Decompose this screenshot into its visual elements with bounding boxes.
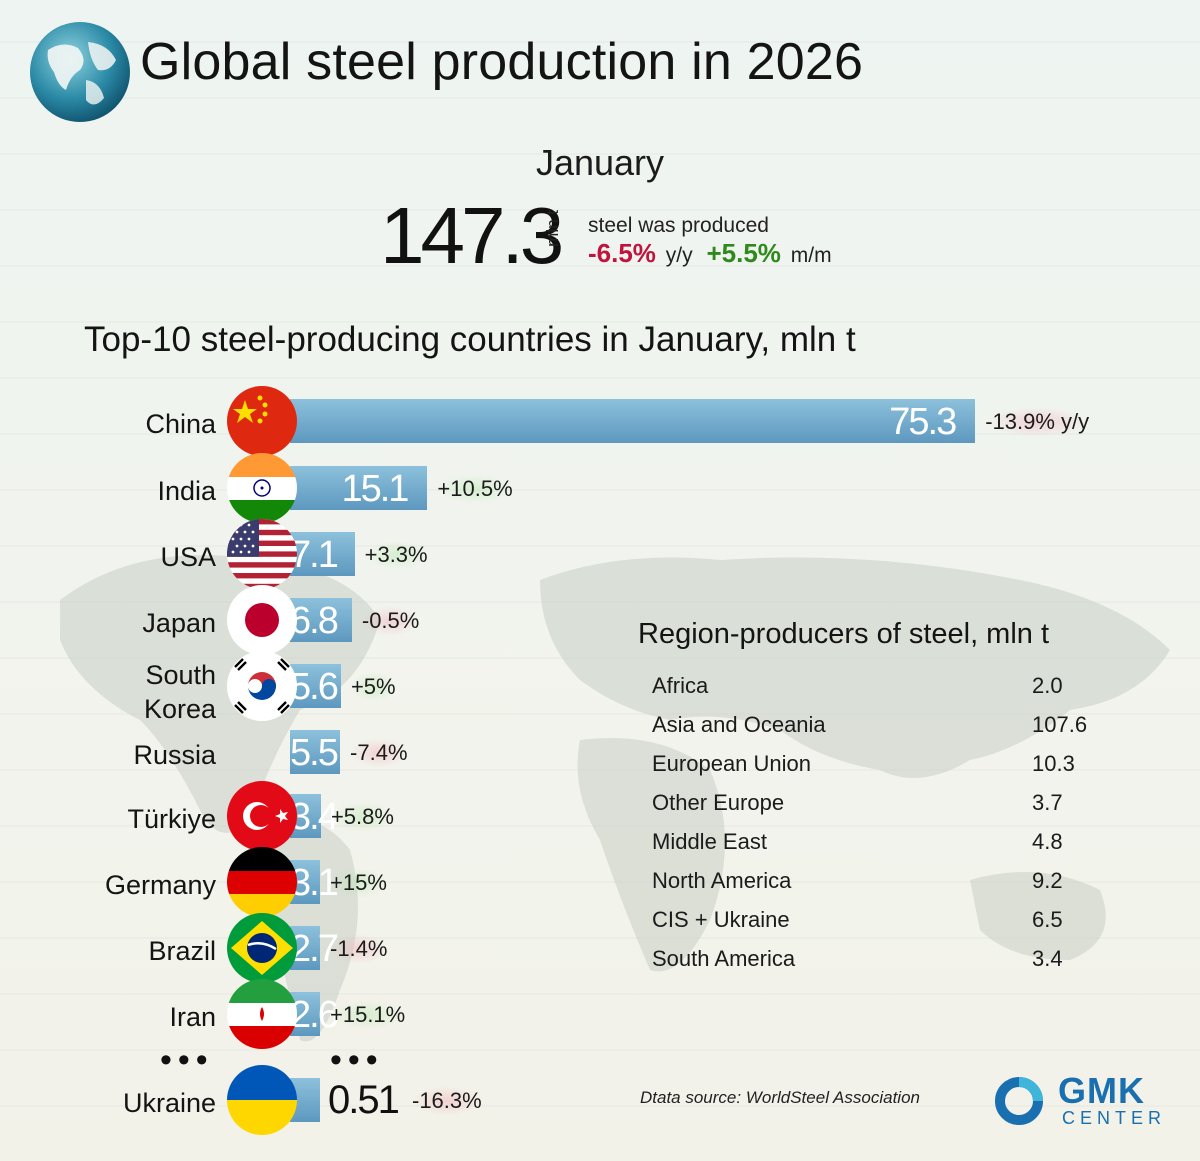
change-iran: +15.1% [330, 1000, 406, 1030]
page-title: Global steel production in 2026 [140, 33, 864, 91]
germany-flag-icon [227, 847, 297, 917]
mm-label: m/m [790, 244, 832, 267]
india-flag-icon [227, 453, 297, 523]
bar-india [290, 466, 428, 510]
region-row: North America 9.2 [652, 865, 1112, 904]
change-brazil: -1.4% [330, 934, 388, 964]
change-usa: +3.3% [364, 540, 428, 570]
bar-russia [290, 730, 341, 774]
change-t-rkiye: +5.8% [330, 802, 394, 832]
country-label-russia: Russia [133, 740, 216, 770]
usa-flag-icon [227, 519, 297, 589]
iran-flag-icon [227, 979, 297, 1049]
country-label-china: China [145, 409, 216, 439]
change-russia: -7.4% [350, 738, 408, 768]
globe-icon [30, 22, 130, 122]
region-name: Middle East [652, 829, 767, 854]
bar-value-japan: 6.8 [290, 600, 339, 642]
region-name: European Union [652, 751, 812, 776]
bar-value-china: 75.3 [889, 401, 957, 443]
region-value: 2.0 [1032, 673, 1063, 698]
china-flag-icon [227, 386, 297, 456]
region-value: 10.3 [1032, 751, 1075, 776]
ellipsis-2: ••• [330, 1041, 384, 1079]
region-value: 6.5 [1032, 907, 1063, 932]
japan-flag-icon [227, 585, 297, 655]
bar-japan [290, 598, 352, 642]
total-change-line: -6.5% y/y +5.5% m/m [588, 238, 832, 269]
region-name: North America [652, 868, 792, 893]
data-source-note: Dtata source: WorldSteel Association [640, 1088, 920, 1107]
change-india: +10.5% [437, 474, 513, 504]
region-value: 107.6 [1032, 712, 1088, 737]
change-ukraine: -16.3% [412, 1086, 482, 1116]
region-row: Asia and Oceania 107.6 [652, 709, 1112, 748]
region-table: Africa 2.0 Asia and Oceania 107.6 European U… [652, 670, 1112, 982]
region-row: Africa 2.0 [652, 670, 1112, 709]
bar-value-russia: 5.5 [290, 732, 339, 774]
bar-value-india: 15.1 [341, 468, 409, 510]
mm-change: +5.5% [706, 238, 781, 268]
ukraine-flag-icon [227, 1065, 297, 1135]
region-name: CIS + Ukraine [652, 907, 790, 932]
region-row: Other Europe 3.7 [652, 787, 1112, 826]
brazil-flag-icon [227, 913, 297, 983]
country-label-t-rkiye: Türkiye [127, 804, 216, 834]
region-name: Other Europe [652, 790, 785, 815]
region-value: 4.8 [1032, 829, 1063, 854]
region-name: Africa [652, 673, 709, 698]
bar-usa [290, 532, 355, 576]
change-japan: -0.5% [361, 606, 420, 636]
month-label: January [535, 142, 665, 183]
total-production-note: steel was produced [588, 214, 769, 237]
country-label-usa: USA [160, 542, 216, 572]
region-row: CIS + Ukraine 6.5 [652, 904, 1112, 943]
bar-value-usa: 7.1 [290, 534, 339, 576]
country-label-brazil: Brazil [148, 936, 216, 966]
ellipsis-1: ••• [160, 1041, 214, 1079]
country-label-japan: Japan [142, 608, 216, 638]
logo-name: GMK [1058, 1070, 1145, 1111]
change-china: -13.9% y/y [985, 407, 1090, 437]
region-value: 9.2 [1032, 868, 1063, 893]
bar-value-ukraine: 0.51 [328, 1078, 400, 1122]
gmk-logo-ring-icon [995, 1077, 1043, 1125]
country-label-iran: Iran [169, 1002, 216, 1032]
region-row: South America 3.4 [652, 943, 1112, 982]
gmk-center-logo: GMK CENTER [992, 1070, 1172, 1132]
country-label-south-korea: South Korea [143, 660, 216, 724]
country-label-ukraine: Ukraine [122, 1088, 216, 1118]
region-name: Asia and Oceania [652, 712, 826, 737]
region-value: 3.4 [1032, 946, 1063, 971]
yy-label: y/y [665, 244, 693, 267]
total-production-value: 147.3 [380, 191, 564, 280]
turkiye-flag-icon [227, 781, 297, 851]
country-label-india: India [157, 476, 216, 506]
region-row: Middle East 4.8 [652, 826, 1112, 865]
change-south-korea: +5% [350, 672, 396, 702]
region-table-title: Region-producers of steel, mln t [638, 618, 1050, 650]
yy-change: -6.5% [588, 238, 656, 268]
change-germany: +15% [330, 868, 387, 898]
region-row: European Union 10.3 [652, 748, 1112, 787]
logo-subtitle: CENTER [1062, 1108, 1167, 1128]
chart-title: Top-10 steel-producing countries in Janu… [84, 320, 856, 359]
south-korea-flag-icon [227, 651, 297, 721]
country-label-germany: Germany [104, 870, 216, 900]
bar-china [290, 399, 976, 443]
region-name: South America [652, 946, 796, 971]
region-value: 3.7 [1032, 790, 1063, 815]
bar-value-south-korea: 5.6 [290, 666, 339, 708]
bar-south-korea [290, 664, 341, 708]
